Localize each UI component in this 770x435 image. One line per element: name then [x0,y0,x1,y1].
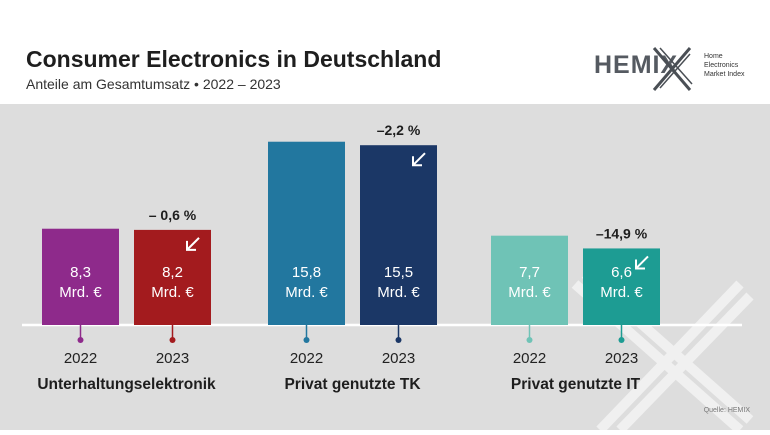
year-tick-label: 2023 [382,350,415,367]
bar-value-label: 6,6 [611,264,632,281]
bar-value-label: 15,8 [292,264,321,281]
category-label: Privat genutzte TK [284,376,421,393]
bar-value-label: 15,5 [384,264,413,281]
tick-dot [395,337,402,343]
bar-value-label: 7,7 [519,264,540,281]
watermark-x [571,270,754,434]
change-label: – 0,6 % [149,207,197,223]
logo-wordmark: HEMIX [594,51,679,79]
tick-dot [618,337,625,343]
bar-unit-label: Mrd. € [377,284,420,301]
bar-unit-label: Mrd. € [508,284,551,301]
tick-dot [303,337,310,343]
bar-value-label: 8,3 [70,264,91,281]
bar-unit-label: Mrd. € [285,284,328,301]
tick-dot [169,337,176,343]
bar-2-2022 [491,235,568,325]
year-tick-label: 2023 [156,350,189,367]
change-label: –14,9 % [596,225,648,241]
bar-0-2023 [134,229,211,325]
year-tick-label: 2022 [64,350,97,367]
bar-0-2022 [42,228,119,325]
bar-unit-label: Mrd. € [59,284,102,301]
chart-title: Consumer Electronics in Deutschland [26,46,442,72]
year-tick-label: 2023 [605,350,638,367]
bar-unit-label: Mrd. € [600,284,643,301]
decrease-arrow-icon [186,237,200,251]
category-label: Unterhaltungselektronik [37,376,216,393]
header: Consumer Electronics in Deutschland Ante… [0,0,770,104]
year-tick-label: 2022 [513,350,546,367]
change-label: –2,2 % [377,122,421,138]
category-label: Privat genutzte IT [511,376,641,393]
bar-2-2023 [583,248,660,325]
chart-subtitle: Anteile am Gesamtumsatz • 2022 – 2023 [26,76,281,92]
decrease-arrow-icon [412,152,426,167]
tick-dot [526,337,533,343]
bar-chart: 8,3 Mrd. € 2022 8,2 Mrd. € 2023 – 0,6 % Unterha… [22,122,754,434]
bar-1-2022 [268,141,345,325]
bar-value-label: 8,2 [162,264,183,281]
year-tick-label: 2022 [290,350,323,367]
tick-dot [77,337,84,343]
bar-unit-label: Mrd. € [151,284,194,301]
hemix-logo: HEMIX Home Electronics Market Index [590,44,750,98]
decrease-arrow-icon [635,255,649,270]
bar-1-2023 [360,145,437,325]
source-note: Quelle: HEMIX [703,407,750,414]
chart-area: 8,3 Mrd. € 2022 8,2 Mrd. € 2023 – 0,6 % Unterha… [0,104,770,434]
logo-x-icon [652,47,693,91]
logo-tagline: Home Electronics Market Index [704,53,745,78]
